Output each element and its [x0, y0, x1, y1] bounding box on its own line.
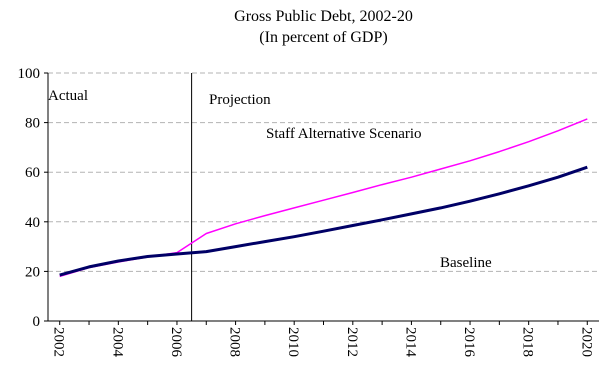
annotation-actual: Actual: [48, 88, 88, 104]
x-tick-label-2014: 2014: [402, 327, 418, 358]
axes: [47, 73, 599, 322]
annotation-projection: Projection: [209, 92, 271, 108]
y-tick-label-40: 40: [25, 215, 40, 231]
x-tick-label-2010: 2010: [285, 327, 301, 357]
annotation-alternative: Staff Alternative Scenario: [266, 126, 422, 142]
y-tick-label-20: 20: [25, 264, 40, 280]
x-tick-label-2002: 2002: [51, 327, 67, 357]
x-tick-label-2018: 2018: [520, 327, 536, 357]
chart-subtitle: (In percent of GDP): [259, 29, 388, 46]
y-tick-label-80: 80: [25, 116, 40, 132]
y-axis-ticks: 0 20 40 60 80 100: [18, 66, 48, 330]
series-line-staff-alternative-scenario: [59, 118, 588, 278]
series-line-baseline: [59, 165, 588, 277]
x-tick-label-2016: 2016: [461, 327, 477, 358]
x-tick-label-2006: 2006: [168, 327, 184, 358]
x-tick-label-2008: 2008: [227, 327, 243, 357]
annotation-baseline: Baseline: [440, 255, 492, 271]
x-tick-label-2020: 2020: [578, 327, 594, 357]
grid-lines: [48, 72, 599, 272]
series-lines: [59, 118, 588, 278]
annotations: Actual Projection Staff Alternative Scen…: [48, 88, 492, 271]
y-tick-label-60: 60: [25, 165, 40, 181]
x-tick-label-2012: 2012: [344, 327, 360, 357]
x-axis-ticks: 2002 2004 2006 2008 2010 2012 2014 2016 2018 2020: [51, 321, 594, 358]
chart-title: Gross Public Debt, 2002-20: [234, 8, 413, 25]
y-tick-label-100: 100: [18, 66, 41, 82]
x-tick-label-2004: 2004: [109, 327, 125, 358]
y-tick-label-0: 0: [33, 314, 41, 330]
